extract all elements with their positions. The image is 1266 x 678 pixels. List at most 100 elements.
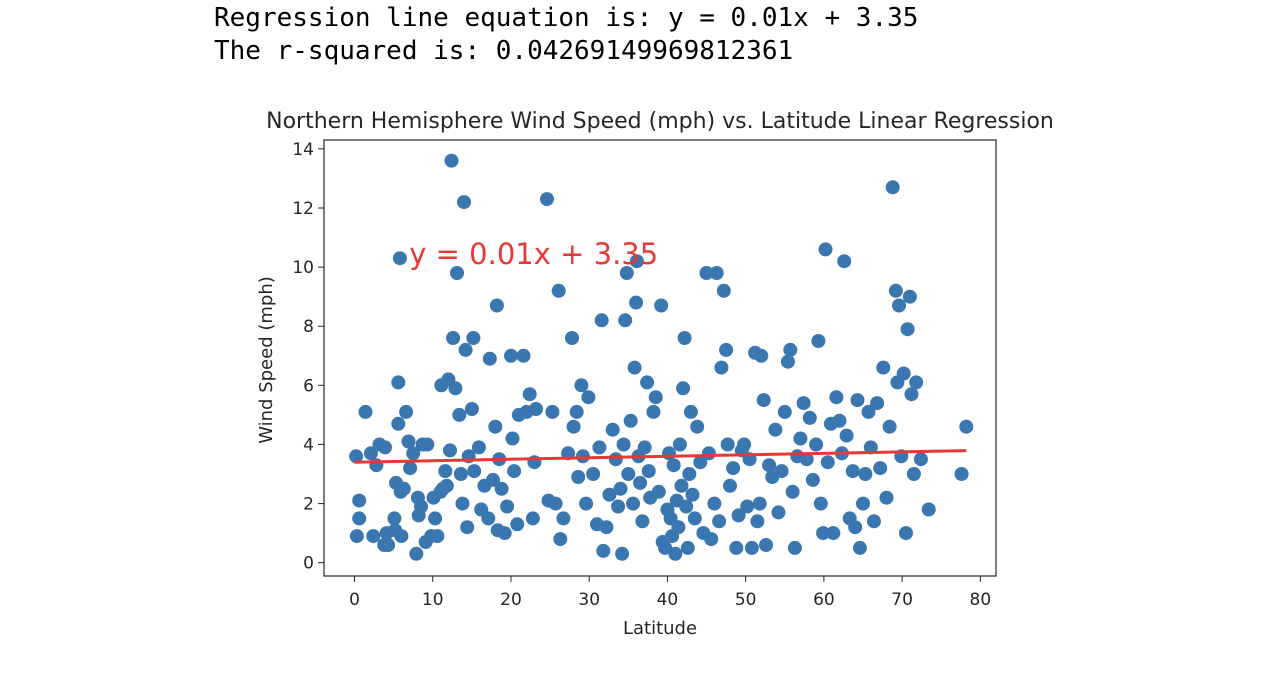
- data-point: [740, 499, 755, 514]
- data-point: [759, 538, 773, 552]
- data-point: [832, 413, 847, 428]
- data-point: [571, 470, 586, 484]
- points-layer: [349, 153, 974, 561]
- data-point: [525, 511, 540, 526]
- data-point: [777, 404, 792, 419]
- data-point: [556, 511, 571, 526]
- data-point: [439, 478, 454, 493]
- data-point: [707, 496, 722, 511]
- y-tick-label: 6: [303, 376, 314, 396]
- data-point: [640, 375, 655, 390]
- data-point: [668, 546, 683, 561]
- x-tick-label: 30: [578, 590, 600, 610]
- data-point: [430, 529, 445, 544]
- y-tick-label: 10: [292, 258, 314, 278]
- data-point: [460, 520, 475, 535]
- data-point: [633, 475, 648, 490]
- data-point: [464, 402, 479, 416]
- data-point: [682, 467, 697, 481]
- data-point: [629, 295, 644, 310]
- data-point: [446, 331, 461, 345]
- data-point: [391, 416, 406, 431]
- data-point: [954, 467, 969, 481]
- data-point: [820, 455, 835, 470]
- data-point: [658, 540, 673, 555]
- data-point: [783, 342, 798, 357]
- data-point: [489, 298, 504, 313]
- data-point: [690, 419, 705, 434]
- data-point: [672, 437, 687, 452]
- data-point: [615, 546, 630, 561]
- y-tick-label: 14: [292, 140, 314, 160]
- data-point: [586, 467, 601, 481]
- data-point: [752, 496, 767, 511]
- data-point: [505, 431, 520, 446]
- data-point: [428, 511, 443, 526]
- data-point: [596, 543, 611, 558]
- plot-frame: [323, 139, 997, 577]
- data-point: [762, 458, 777, 473]
- y-axis-ticks: 0 2 4 6 8 10 12 14: [292, 140, 324, 574]
- data-point: [381, 538, 396, 552]
- data-point: [809, 437, 824, 452]
- data-point: [394, 529, 409, 544]
- data-point: [774, 464, 789, 479]
- data-point: [768, 422, 783, 437]
- data-point: [592, 440, 607, 455]
- data-point: [438, 464, 453, 479]
- data-point: [837, 254, 852, 269]
- data-point: [444, 153, 459, 168]
- data-point: [399, 404, 414, 419]
- data-point: [839, 428, 854, 443]
- data-point: [892, 298, 906, 313]
- data-point: [646, 404, 661, 419]
- data-point: [796, 396, 811, 411]
- data-point: [621, 467, 636, 481]
- data-point: [575, 449, 590, 464]
- data-point: [900, 322, 915, 337]
- x-tick-label: 70: [891, 590, 913, 610]
- x-tick-label: 0: [349, 590, 360, 610]
- data-point: [366, 529, 381, 544]
- data-point: [671, 520, 686, 535]
- data-point: [618, 313, 633, 328]
- data-point: [453, 467, 468, 481]
- data-point: [507, 464, 522, 479]
- data-point: [873, 461, 888, 476]
- data-point: [602, 487, 617, 502]
- data-point: [811, 334, 826, 348]
- data-point: [726, 461, 741, 476]
- chart-title: Northern Hemisphere Wind Speed (mph) vs.…: [266, 109, 1054, 134]
- data-point: [467, 464, 482, 479]
- data-point: [666, 458, 681, 473]
- data-point: [392, 251, 407, 266]
- data-point: [553, 532, 568, 547]
- data-point: [882, 419, 897, 434]
- x-tick-label: 20: [500, 590, 522, 610]
- data-point: [574, 378, 589, 393]
- data-point: [674, 478, 689, 493]
- data-point: [683, 404, 698, 419]
- data-point: [802, 410, 817, 425]
- data-point: [391, 375, 406, 390]
- data-point: [693, 455, 708, 470]
- data-point: [870, 396, 885, 411]
- data-point: [921, 502, 936, 517]
- data-point: [629, 254, 644, 269]
- y-tick-label: 0: [303, 554, 314, 574]
- data-point: [448, 381, 463, 396]
- data-point: [358, 404, 373, 419]
- data-point: [581, 390, 596, 405]
- data-point: [867, 514, 881, 529]
- data-point: [396, 481, 411, 496]
- data-point: [565, 331, 579, 345]
- data-point: [719, 342, 734, 357]
- data-point: [716, 283, 731, 298]
- data-point: [599, 520, 614, 535]
- data-point: [729, 540, 744, 555]
- data-point: [443, 443, 457, 458]
- data-point: [785, 484, 800, 499]
- data-point: [641, 464, 656, 479]
- data-point: [829, 390, 844, 405]
